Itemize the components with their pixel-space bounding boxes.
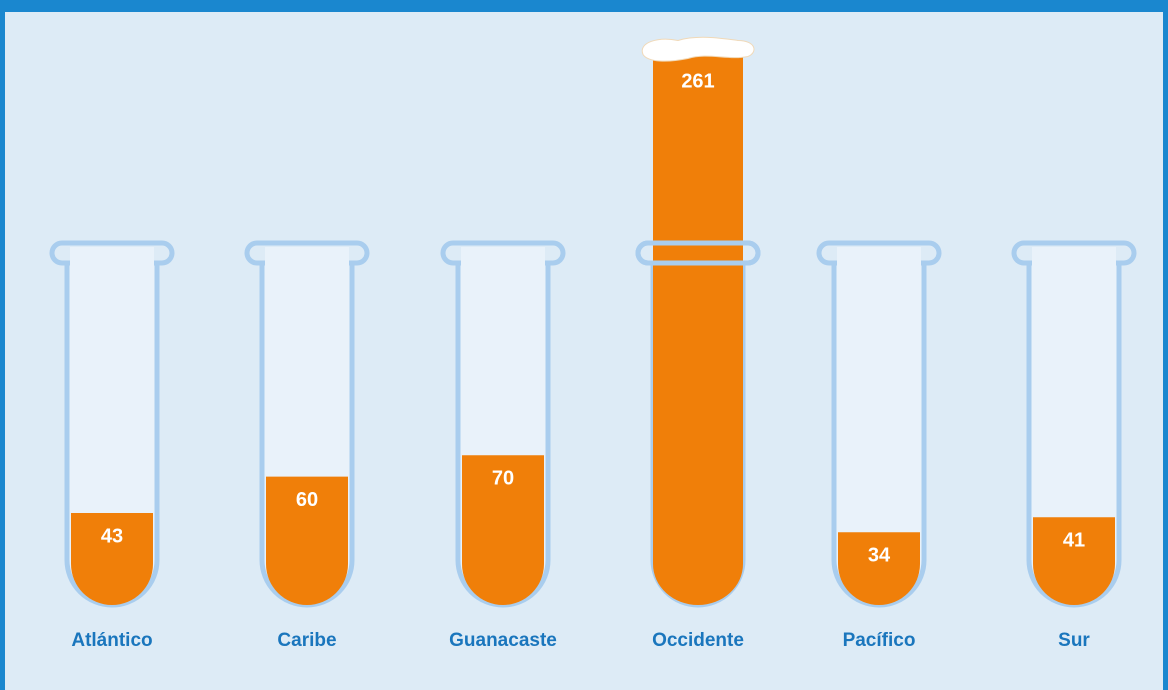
tube-mouth xyxy=(837,247,921,269)
value-label: 34 xyxy=(868,545,891,567)
tube-mouth xyxy=(461,247,545,269)
category-label: Pacífico xyxy=(843,630,916,651)
bar xyxy=(266,476,348,605)
bar xyxy=(1033,517,1115,605)
value-label: 43 xyxy=(101,525,123,547)
category-label: Occidente xyxy=(652,630,744,651)
value-label: 70 xyxy=(492,467,514,489)
marks xyxy=(71,36,1115,605)
value-label: 60 xyxy=(296,489,318,511)
tube-mouth xyxy=(265,247,349,269)
bar xyxy=(462,455,544,605)
labels: 43 Atlántico 60 Caribe 70 Guanacaste 261 Occide… xyxy=(71,71,1090,651)
bar xyxy=(71,512,153,605)
category-label: Sur xyxy=(1058,630,1090,651)
category-label: Atlántico xyxy=(71,630,152,651)
category-label: Caribe xyxy=(277,630,336,651)
tube-mouth xyxy=(70,247,154,269)
value-label: 261 xyxy=(681,71,714,93)
tube-mouth xyxy=(1032,247,1116,269)
category-label: Guanacaste xyxy=(449,630,557,651)
bar xyxy=(838,532,920,605)
foam xyxy=(641,36,755,62)
bar xyxy=(653,46,743,605)
value-label: 41 xyxy=(1063,530,1085,552)
tube-rim-overlay xyxy=(635,240,761,266)
background xyxy=(5,12,1163,690)
